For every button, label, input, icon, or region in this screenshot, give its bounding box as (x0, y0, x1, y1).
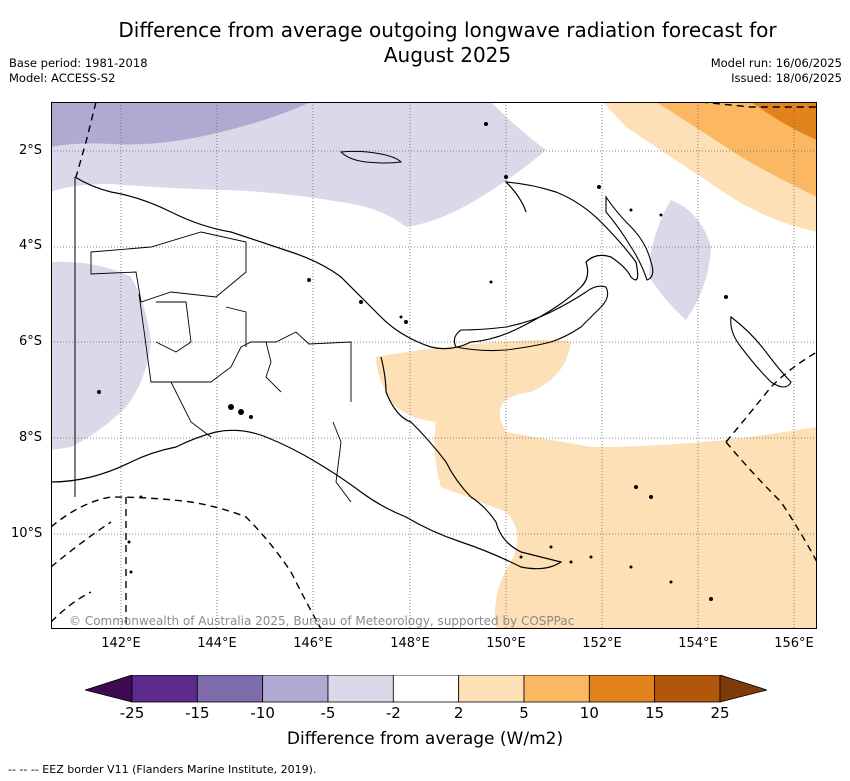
colorbar-segment (588, 674, 656, 703)
lon-label-148e: 148°E (390, 636, 430, 651)
colorbar-segment (392, 674, 460, 703)
copyright-notice: © Commonwealth of Australia 2025, Bureau… (69, 614, 575, 628)
lat-label-10s: 10°S (11, 526, 43, 541)
meta-right: Model run: 16/06/2025 Issued: 18/06/2025 (711, 56, 842, 86)
model-run: Model run: 16/06/2025 (710, 56, 842, 70)
map-area[interactable] (51, 102, 817, 629)
title-line-2: August 2025 (383, 43, 512, 67)
colorbar-segment (523, 674, 590, 703)
colorbar-tick-label: -2 (385, 704, 401, 722)
lon-label-144e: 144°E (197, 636, 237, 651)
colorbar-arrow-high (719, 674, 769, 703)
issued-date: Issued: 18/06/2025 (731, 71, 842, 85)
eez-footnote: -- -- -- EEZ border V11 (Flanders Marine… (8, 763, 317, 776)
model-name: Model: ACCESS-S2 (9, 71, 116, 85)
colorbar-tick-label: -25 (119, 704, 145, 722)
lon-label-146e: 146°E (293, 636, 333, 651)
colorbar (83, 674, 769, 705)
lat-label-8s: 8°S (19, 430, 43, 445)
positive-anomaly-strong-ne (751, 102, 817, 140)
lon-label-154e: 154°E (678, 636, 718, 651)
colorbar-segment (458, 674, 525, 703)
map-svg (51, 102, 817, 629)
colorbar-tick-label: 10 (579, 704, 599, 722)
colorbar-tick-label: -15 (185, 704, 210, 722)
colorbar-svg (83, 674, 769, 703)
colorbar-tick-label: -10 (250, 704, 275, 722)
small-islands (97, 122, 728, 601)
graticule (51, 102, 817, 629)
lon-label-156e: 156°E (774, 636, 814, 651)
positive-anomaly-light-south (376, 340, 817, 629)
colorbar-tick-label: 5 (519, 704, 529, 722)
colorbar-segment (196, 674, 264, 703)
positive-anomaly-medium-ne (656, 102, 817, 197)
lat-label-2s: 2°S (19, 143, 43, 158)
eez-borders (51, 102, 817, 629)
base-period: Base period: 1981-2018 (9, 56, 148, 70)
colorbar-tick-label: -5 (320, 704, 336, 722)
colorbar-label: Difference from average (W/m2) (286, 729, 564, 749)
colorbar-segment (262, 674, 329, 703)
negative-anomaly-region-east (649, 200, 711, 320)
manus-island (339, 150, 403, 164)
colorbar-segment (654, 674, 721, 703)
lon-label-152e: 152°E (582, 636, 622, 651)
negative-anomaly-region-west (51, 261, 151, 450)
colorbar-tick-label: 2 (453, 704, 464, 722)
title-line-1: Difference from average outgoing longwav… (118, 18, 777, 42)
colorbar-tick-label: 15 (645, 704, 665, 722)
new-britain-island (453, 285, 609, 352)
lat-label-4s: 4°S (19, 238, 43, 253)
meta-left: Base period: 1981-2018 Model: ACCESS-S2 (9, 56, 148, 86)
colorbar-arrow-low (83, 674, 133, 703)
colorbar-segment (327, 674, 394, 703)
province-boundaries (90, 231, 352, 503)
negative-anomaly-region-northwest (51, 102, 311, 147)
chart-title: Difference from average outgoing longwav… (0, 18, 850, 68)
lon-label-150e: 150°E (486, 636, 526, 651)
colorbar-tick-label: 25 (710, 704, 730, 722)
colorbar-segment (131, 674, 198, 703)
new-ireland-island (605, 195, 654, 281)
bougainville-island (730, 315, 792, 388)
lat-label-6s: 6°S (19, 334, 43, 349)
lon-label-142e: 142°E (101, 636, 141, 651)
